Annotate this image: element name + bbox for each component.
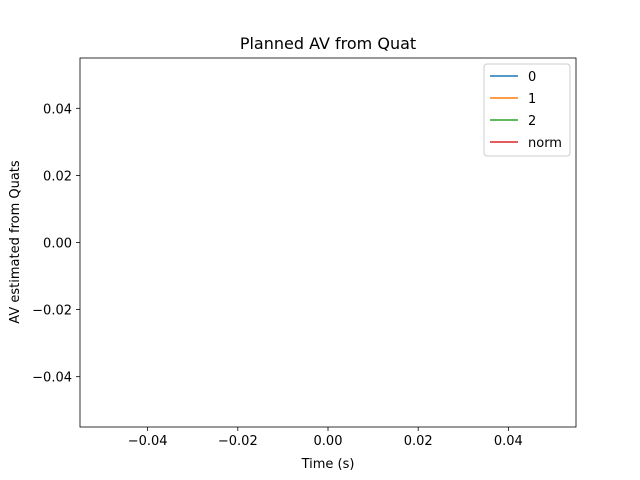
legend-label-norm: norm (528, 136, 562, 151)
chart-title: Planned AV from Quat (240, 34, 416, 53)
legend-label-0: 0 (528, 70, 536, 85)
y-tick-label: −0.02 (32, 304, 72, 319)
x-tick-label: −0.04 (128, 434, 168, 449)
y-tick-label: 0.00 (43, 237, 72, 252)
y-tick-label: 0.04 (43, 102, 72, 117)
legend-label-2: 2 (528, 114, 536, 129)
y-tick-label: −0.04 (32, 371, 72, 386)
x-axis: −0.04 −0.02 0.00 0.02 0.04 (128, 427, 523, 449)
y-tick-label: 0.02 (43, 169, 72, 184)
legend-label-1: 1 (528, 92, 536, 107)
y-axis-label: AV estimated from Quats (8, 160, 23, 324)
legend-box (483, 63, 571, 157)
y-axis: −0.04 −0.02 0.00 0.02 0.04 (32, 102, 80, 386)
x-axis-label: Time (s) (301, 457, 355, 472)
x-tick-label: −0.02 (218, 434, 258, 449)
legend: 0 1 2 norm (483, 63, 571, 157)
x-tick-label: 0.00 (314, 434, 343, 449)
x-tick-label: 0.04 (494, 434, 523, 449)
x-tick-label: 0.02 (404, 434, 433, 449)
